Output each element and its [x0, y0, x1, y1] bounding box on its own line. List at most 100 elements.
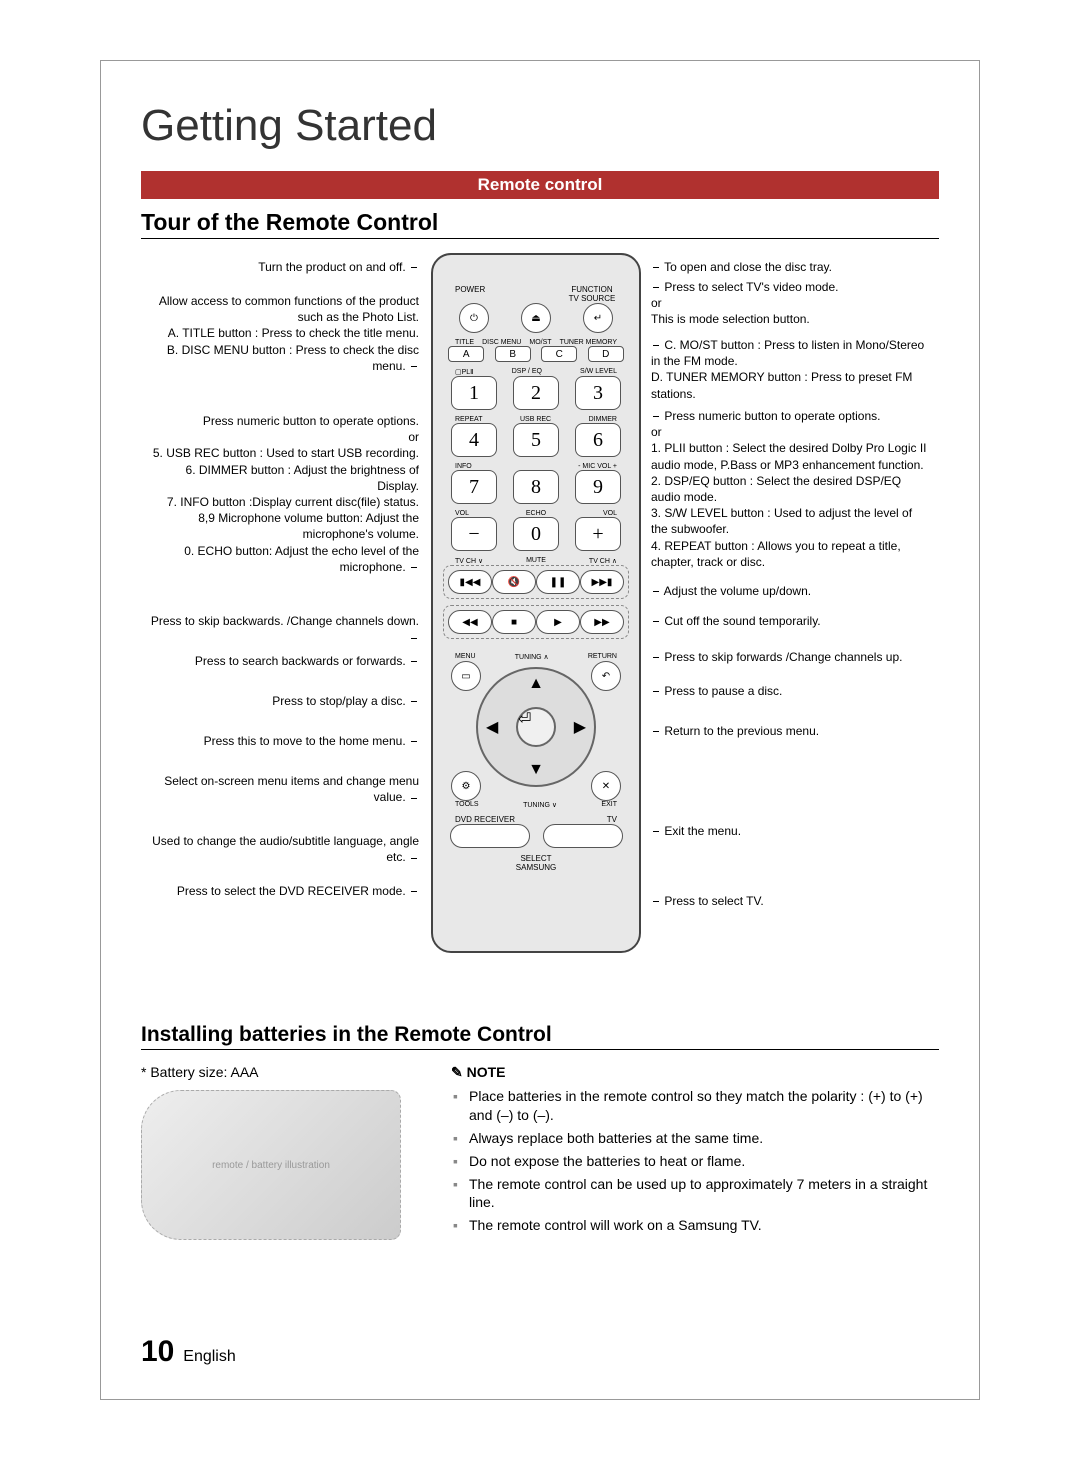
pause-icon: ❚❚: [536, 570, 580, 594]
tools-label: TOOLS: [455, 801, 479, 809]
exit-label: EXIT: [601, 801, 617, 809]
dimmer-label: DIMMER: [589, 416, 617, 423]
note-item: The remote control can be used up to app…: [451, 1175, 939, 1213]
section-banner: Remote control: [141, 171, 939, 199]
page-footer: 10 English: [141, 1335, 236, 1369]
left-callout: Press to select the DVD RECEIVER mode.: [149, 883, 419, 899]
skip-fwd-icon: ▶▶▮: [580, 570, 624, 594]
enter-icon: ⏎: [516, 707, 556, 747]
info-label: INFO: [455, 463, 472, 470]
up-arrow-icon: ▲: [528, 675, 544, 693]
right-callout: Return to the previous menu.: [651, 723, 931, 739]
tuningv-label: TUNING ∨: [523, 801, 557, 809]
btn-d: D: [588, 346, 624, 362]
right-callout: Adjust the volume up/down.: [651, 583, 931, 599]
page-language: English: [183, 1348, 235, 1365]
btn-minus: −: [451, 517, 497, 551]
micvol-label: - MIC VOL +: [578, 463, 617, 470]
remote-diagram: Turn the product on and off. Allow acces…: [141, 253, 939, 993]
btn-4: 4: [451, 423, 497, 457]
btn-b: B: [495, 346, 531, 362]
power-icon: ⏻: [459, 303, 489, 333]
remote-illustration: POWER FUNCTION TV SOURCE ⏻ ⏏ ↵ TITLE DISC …: [431, 253, 641, 953]
tvcha-label: TV CH ∧: [589, 557, 617, 565]
left-callout: Turn the product on and off.: [149, 259, 419, 275]
left-callout: Press numeric button to operate options.…: [149, 413, 419, 575]
left-callout: Allow access to common functions of the …: [149, 293, 419, 374]
tuner-mem-label: TUNER MEMORY: [560, 339, 617, 346]
btn-5: 5: [513, 423, 559, 457]
echo-label: ECHO: [526, 510, 546, 517]
select-label: SELECT: [443, 854, 629, 863]
battery-illustration: remote / battery illustration: [141, 1090, 401, 1240]
note-item: Place batteries in the remote control so…: [451, 1087, 939, 1125]
note-item: Do not expose the batteries to heat or f…: [451, 1152, 939, 1171]
btn-c: C: [541, 346, 577, 362]
page-heading: Getting Started: [141, 101, 939, 151]
dvd-label: DVD RECEIVER: [455, 815, 515, 824]
skip-back-icon: ▮◀◀: [448, 570, 492, 594]
left-callout: Select on-screen menu items and change m…: [149, 773, 419, 805]
right-arrow-icon: ▶: [574, 717, 586, 737]
btn-1: 1: [451, 376, 497, 410]
function-label: FUNCTION TV SOURCE: [567, 285, 617, 303]
btn-plus: +: [575, 517, 621, 551]
btn-2: 2: [513, 376, 559, 410]
tv-label: TV: [607, 815, 617, 824]
right-callout: Exit the menu.: [651, 823, 931, 839]
right-callout: C. MO/ST button : Press to listen in Mon…: [651, 337, 931, 402]
repeat-label: REPEAT: [455, 416, 483, 423]
menu-label: MENU: [455, 653, 476, 661]
samsung-label: SAMSUNG: [443, 863, 629, 872]
left-callout: Press this to move to the home menu.: [149, 733, 419, 749]
right-callout: To open and close the disc tray.: [651, 259, 931, 275]
mute-icon: 🔇: [492, 570, 536, 594]
source-icon: ↵: [583, 303, 613, 333]
disc-menu-label: DISC MENU: [482, 339, 521, 346]
ffwd-icon: ▶▶: [580, 610, 624, 634]
rewind-icon: ◀◀: [448, 610, 492, 634]
right-callout: Press to pause a disc.: [651, 683, 931, 699]
exit-icon: ✕: [591, 771, 621, 801]
right-callout: Press to select TV's video mode.orThis i…: [651, 279, 931, 328]
right-callout: Press to select TV.: [651, 893, 931, 909]
note-list: Place batteries in the remote control so…: [451, 1087, 939, 1235]
page-number: 10: [141, 1335, 174, 1368]
sw-label: S/W LEVEL: [580, 368, 617, 376]
mute-label: MUTE: [526, 557, 546, 565]
section-tour-heading: Tour of the Remote Control: [141, 209, 939, 239]
left-callout: Used to change the audio/subtitle langua…: [149, 833, 419, 865]
btn-3: 3: [575, 376, 621, 410]
btn-7: 7: [451, 470, 497, 504]
right-callout: Press to skip forwards /Change channels …: [651, 649, 931, 665]
return-icon: ↶: [591, 661, 621, 691]
tv-button: [543, 824, 623, 848]
btn-a: A: [448, 346, 484, 362]
right-callout: Cut off the sound temporarily.: [651, 613, 931, 629]
battery-size: * Battery size: AAA: [141, 1064, 259, 1080]
plii-label: ▢PLⅡ: [455, 368, 474, 376]
play-icon: ▶: [536, 610, 580, 634]
usbrec-label: USB REC: [520, 416, 551, 423]
left-callout: Press to search backwards or forwards.: [149, 653, 419, 669]
right-callout: Press numeric button to operate options.…: [651, 408, 931, 570]
dsp-label: DSP / EQ: [512, 368, 542, 376]
note-item: Always replace both batteries at the sam…: [451, 1129, 939, 1148]
title-label: TITLE: [455, 339, 474, 346]
tvchv-label: TV CH ∨: [455, 557, 483, 565]
tuninga-label: TUNING ∧: [515, 653, 549, 661]
left-callout: Press to skip backwards. /Change channel…: [149, 613, 419, 645]
btn-0: 0: [513, 517, 559, 551]
most-label: MO/ST: [529, 339, 551, 346]
tools-icon: ⚙: [451, 771, 481, 801]
btn-8: 8: [513, 470, 559, 504]
stop-icon: ■: [492, 610, 536, 634]
dvd-receiver-button: [450, 824, 530, 848]
return-label: RETURN: [588, 653, 617, 661]
note-item: The remote control will work on a Samsun…: [451, 1216, 939, 1235]
section-battery-heading: Installing batteries in the Remote Contr…: [141, 1023, 939, 1050]
power-label: POWER: [455, 285, 485, 303]
eject-icon: ⏏: [521, 303, 551, 333]
menu-icon: ▭: [451, 661, 481, 691]
left-callout: Press to stop/play a disc.: [149, 693, 419, 709]
